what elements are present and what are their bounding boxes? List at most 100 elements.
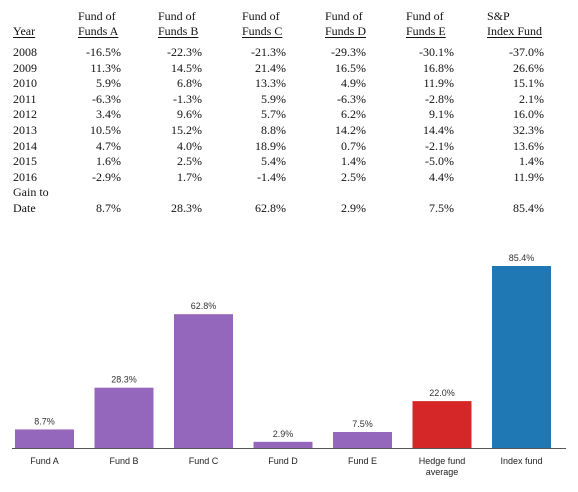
- row-year-2011: 2011: [13, 91, 37, 106]
- header-col-3-line1: Fund of: [242, 9, 280, 23]
- row-2011-col-1: -6.3%: [92, 91, 121, 106]
- bar-hedge-fund-average: [412, 401, 472, 448]
- row-2008-col-5: -30.1%: [419, 45, 454, 59]
- bar-index-fund: [492, 266, 551, 448]
- value-label-fund-b: 28.3%: [111, 375, 137, 385]
- category-label-fund-c: Fund C: [189, 456, 219, 466]
- row-2009-col-6: 26.6%: [513, 60, 544, 75]
- row-2015-col-5: -5.0%: [425, 154, 454, 169]
- row-2011-col-3: 5.9%: [261, 91, 286, 106]
- header-year: Year: [13, 24, 36, 38]
- category-label-fund-a: Fund A: [30, 456, 59, 466]
- row-2013-col-2: 15.2%: [171, 123, 202, 137]
- category-label-fund-e: Fund E: [348, 456, 377, 466]
- category-label-line: Fund E: [348, 456, 377, 466]
- row-2014-col-2: 4.0%: [177, 138, 202, 153]
- row-2010-col-6: 15.1%: [513, 76, 544, 91]
- gain-bar-chart: 8.7% Fund A 28.3% Fund B 62.8% Fund C 2.9% Fund…: [12, 253, 566, 477]
- value-label-index-fund: 85.4%: [509, 253, 535, 263]
- category-label-index-fund: Index fund: [500, 456, 542, 466]
- header-col-4-line2: Funds D: [325, 24, 367, 38]
- row-2015-col-1: 1.6%: [96, 154, 121, 169]
- category-label-line: average: [426, 467, 459, 477]
- row-2010-col-4: 4.9%: [341, 76, 366, 91]
- row-2014-col-3: 18.9%: [255, 138, 286, 153]
- row-2010-col-5: 11.9%: [423, 76, 454, 91]
- gain-col-4: 2.9%: [341, 201, 366, 215]
- returns-table: Year Fund of Funds A Fund of Funds B Fund of F…: [0, 0, 578, 215]
- row-2011-col-5: -2.8%: [425, 91, 454, 106]
- row-2014-col-6: 13.6%: [513, 138, 544, 153]
- bar-fund-b: [94, 387, 154, 448]
- header-col-3-line2: Funds C: [242, 24, 283, 38]
- category-label-line: Fund A: [30, 456, 59, 466]
- category-label-line: Fund B: [109, 456, 138, 466]
- row-2015-col-6: 1.4%: [519, 154, 544, 169]
- row-2016-col-4: 2.5%: [341, 169, 366, 184]
- row-2010-col-3: 13.3%: [255, 76, 286, 91]
- row-2016-col-5: 4.4%: [429, 169, 454, 184]
- category-label-fund-d: Fund D: [268, 456, 298, 466]
- header-col-5-line1: Fund of: [406, 9, 444, 23]
- value-label-fund-a: 8.7%: [34, 416, 55, 426]
- row-2009-col-4: 16.5%: [335, 60, 366, 75]
- row-2013-col-6: 32.3%: [513, 123, 544, 137]
- row-2016-col-3: -1.4%: [257, 169, 286, 184]
- header-col-1-line2: Funds A: [78, 24, 119, 38]
- row-2009-col-2: 14.5%: [171, 60, 202, 75]
- category-label-line: Fund C: [189, 456, 219, 466]
- category-label-fund-b: Fund B: [109, 456, 138, 466]
- value-label-hedge-fund-average: 22.0%: [429, 388, 455, 398]
- row-year-2009: 2009: [13, 60, 37, 75]
- row-2012-col-5: 9.1%: [429, 107, 454, 122]
- row-2015-col-2: 2.5%: [177, 154, 202, 169]
- row-2012-col-2: 9.6%: [177, 107, 202, 122]
- category-label-line: Fund D: [268, 456, 298, 466]
- row-year-2012: 2012: [13, 107, 37, 122]
- row-2011-col-2: -1.3%: [173, 91, 202, 106]
- row-2012-col-4: 6.2%: [341, 107, 366, 122]
- gain-col-3: 62.8%: [255, 201, 286, 215]
- row-year-2016: 2016: [13, 169, 37, 184]
- row-2013-col-4: 14.2%: [335, 123, 366, 137]
- row-year-2008: 2008: [13, 45, 37, 59]
- row-2012-col-6: 16.0%: [513, 107, 544, 122]
- header-col-5-line2: Funds E: [406, 24, 446, 38]
- row-year-2013: 2013: [13, 123, 37, 137]
- gain-label-line1: Gain to: [13, 185, 49, 200]
- row-2016-col-2: 1.7%: [177, 169, 202, 184]
- row-2011-col-6: 2.1%: [519, 91, 544, 106]
- row-2009-col-5: 16.8%: [423, 60, 454, 75]
- row-2009-col-1: 11.3%: [90, 60, 121, 75]
- row-2011-col-4: -6.3%: [337, 91, 366, 106]
- row-year-2014: 2014: [13, 138, 37, 153]
- category-label-hedge-fund-average: Hedge fund average: [419, 456, 466, 477]
- row-2008-col-2: -22.3%: [167, 45, 202, 59]
- header-col-6-line1: S&P: [487, 9, 510, 23]
- header-col-2-line2: Funds B: [158, 24, 199, 38]
- row-2008-col-1: -16.5%: [86, 45, 121, 59]
- row-2014-col-5: -2.1%: [425, 138, 454, 153]
- value-label-fund-d: 2.9%: [273, 429, 294, 439]
- bar-fund-c: [174, 314, 233, 448]
- row-2014-col-4: 0.7%: [341, 138, 366, 153]
- row-2012-col-1: 3.4%: [96, 107, 121, 122]
- gain-col-6: 85.4%: [513, 201, 544, 215]
- row-2013-col-3: 8.8%: [261, 123, 286, 137]
- row-year-2010: 2010: [13, 76, 37, 91]
- gain-col-5: 7.5%: [429, 201, 454, 215]
- category-label-line: Hedge fund: [419, 456, 466, 466]
- row-2008-col-4: -29.3%: [331, 45, 366, 59]
- header-col-2-line1: Fund of: [158, 9, 196, 23]
- bar-fund-a: [15, 429, 74, 448]
- row-2015-col-4: 1.4%: [341, 154, 366, 169]
- row-2016-col-6: 11.9%: [513, 169, 544, 184]
- value-label-fund-e: 7.5%: [352, 419, 373, 429]
- row-2012-col-3: 5.7%: [261, 107, 286, 122]
- row-2008-col-6: -37.0%: [509, 45, 544, 59]
- row-2010-col-1: 5.9%: [96, 76, 121, 91]
- row-2015-col-3: 5.4%: [261, 154, 286, 169]
- row-2016-col-1: -2.9%: [92, 169, 121, 184]
- gain-col-2: 28.3%: [171, 201, 202, 215]
- value-label-fund-c: 62.8%: [191, 301, 217, 311]
